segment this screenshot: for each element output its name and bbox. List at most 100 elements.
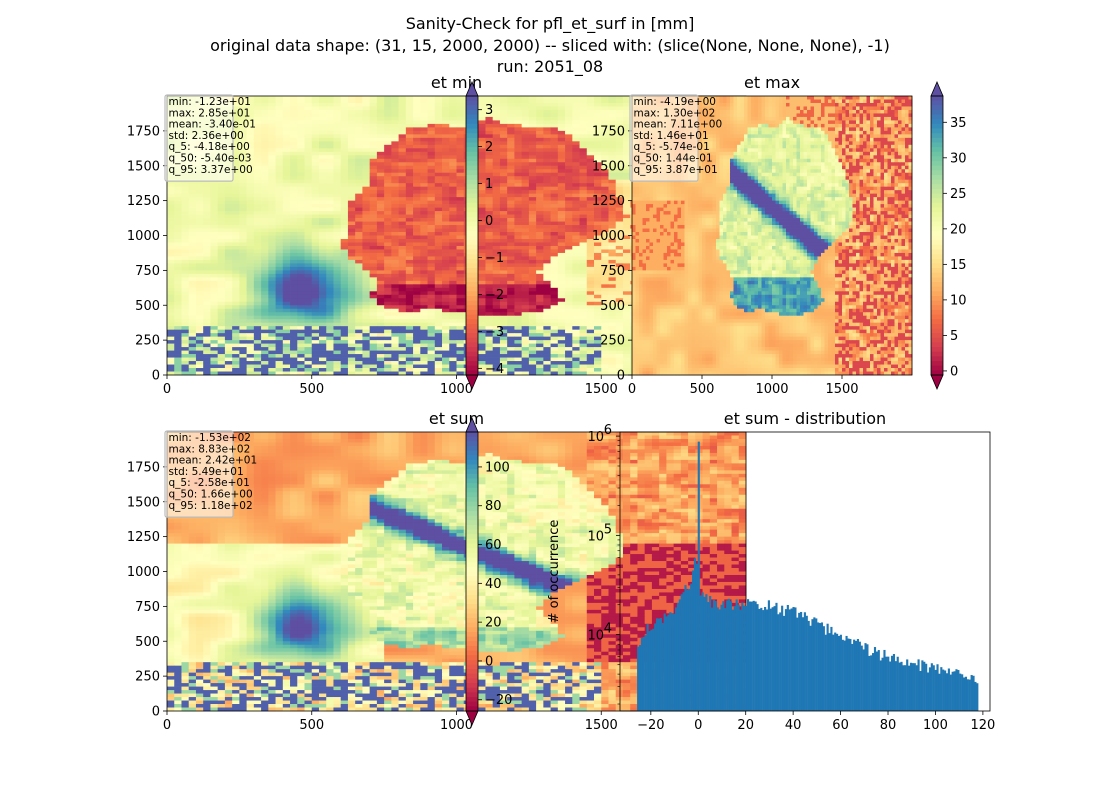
colorbar-tick-label: 20 (950, 222, 967, 237)
y-tick-label: 0 (152, 705, 160, 720)
y-tick-exponent: 4 (604, 622, 612, 637)
stats-line: q_50: 1.44e-01 (634, 153, 713, 165)
histogram-bar (696, 564, 698, 711)
histogram-bar (770, 609, 772, 711)
stats-line: q_95: 3.37e+00 (169, 164, 253, 176)
panel-et-max: 0 500 1000 150002505007501000125015001750et… (592, 73, 967, 397)
histogram-bar (834, 633, 836, 711)
histogram-bar (936, 664, 938, 711)
histogram-bar (762, 610, 764, 711)
histogram-bar (897, 657, 899, 711)
histogram-bar (806, 616, 808, 711)
y-tick-label: 1500 (127, 159, 160, 174)
histogram-bar (887, 657, 889, 711)
y-tick-label: 1750 (127, 124, 160, 139)
histogram-bar (972, 676, 974, 711)
histogram-bar (813, 617, 815, 711)
colorbar-tick-label: −2 (485, 288, 504, 303)
histogram-bar (817, 622, 819, 711)
stats-line: mean: 2.42e+01 (169, 455, 258, 467)
histogram-bar (652, 629, 654, 711)
stats-line: q_5: -5.74e-01 (634, 141, 710, 153)
histogram-bar (895, 661, 897, 711)
histogram-bar (844, 641, 846, 711)
histogram-bar (779, 612, 781, 711)
y-axis-label: # of occurrence (547, 520, 562, 624)
stats-line: q_5: -4.18e+00 (169, 141, 250, 153)
histogram-bar (957, 670, 959, 711)
histogram-bar (639, 645, 641, 711)
panel-title: et max (744, 73, 800, 92)
histogram-bar (747, 599, 749, 711)
y-tick-label: 500 (600, 299, 625, 314)
histogram-bar (921, 660, 923, 711)
histogram-bar (643, 637, 645, 711)
x-tick-label: 20 (737, 718, 754, 733)
histogram-bar (654, 623, 656, 711)
histogram-bar (760, 608, 762, 711)
colorbar-tick-label: 3 (485, 103, 493, 118)
histogram-bar (724, 608, 726, 711)
x-tick-label: 1500 (825, 382, 858, 397)
histogram-bar (720, 605, 722, 711)
y-tick-label: 750 (600, 264, 625, 279)
histogram-bar (645, 635, 647, 711)
histogram-bar (904, 665, 906, 711)
stats-line: max: 2.85e+01 (169, 107, 251, 119)
colorbar-tick-label: 25 (950, 187, 967, 202)
histogram-bar (853, 640, 855, 711)
histogram-bar (840, 635, 842, 711)
colorbar-tick-label: 30 (950, 151, 967, 166)
histogram-bar (751, 602, 753, 711)
histogram-bar (787, 605, 789, 711)
histogram-bar (777, 614, 779, 711)
histogram-bar (679, 599, 681, 711)
stats-line: max: 1.30e+02 (634, 107, 716, 119)
histogram-bar (954, 671, 956, 711)
histogram-bar (749, 602, 751, 711)
histogram-bar (703, 597, 705, 711)
figure-title: Sanity-Check for pfl_et_surf in [mm] (406, 14, 695, 34)
colorbar-extend-min (931, 375, 943, 389)
y-tick-exponent: 5 (604, 522, 612, 537)
histogram-bar (976, 683, 978, 711)
y-tick-label: 250 (135, 334, 160, 349)
histogram-bar (715, 601, 717, 711)
y-tick-label: 1500 (592, 159, 625, 174)
histogram-bar (938, 674, 940, 711)
histogram-bar (933, 665, 935, 711)
y-tick-label: 1750 (592, 124, 625, 139)
panel-title: et sum (429, 409, 484, 428)
y-tick-label: 10 (587, 629, 604, 644)
colorbar-tick-label: −20 (485, 693, 512, 708)
histogram-bar (866, 644, 868, 711)
x-tick-label: 500 (690, 382, 715, 397)
histogram-bar (827, 624, 829, 711)
histogram-bar (857, 639, 859, 711)
histogram-bar (959, 674, 961, 711)
histogram-bar (842, 640, 844, 711)
histogram-bar (700, 595, 702, 711)
x-tick-label: 0 (163, 382, 171, 397)
histogram-bar (656, 618, 658, 711)
y-tick-label: 1500 (127, 495, 160, 510)
histogram-bar (683, 592, 685, 711)
histogram-bar (666, 616, 668, 711)
y-tick-label: 500 (135, 299, 160, 314)
histogram-bar (717, 607, 719, 711)
x-tick-label: 0 (628, 382, 636, 397)
y-tick-label: 10 (587, 529, 604, 544)
histogram-bar (667, 615, 669, 711)
histogram-bar (728, 599, 730, 711)
histogram-bar (832, 635, 834, 711)
colorbar-tick-label: 80 (485, 499, 502, 514)
stats-line: std: 1.46e+01 (634, 130, 709, 142)
histogram-bar (711, 608, 713, 711)
histogram-bar (662, 623, 664, 711)
stats-line: mean: -3.40e-01 (169, 119, 256, 131)
y-tick-label: 0 (152, 369, 160, 384)
stats-line: std: 5.49e+01 (169, 466, 244, 478)
histogram-bar (815, 618, 817, 711)
histogram-bar (955, 669, 957, 711)
